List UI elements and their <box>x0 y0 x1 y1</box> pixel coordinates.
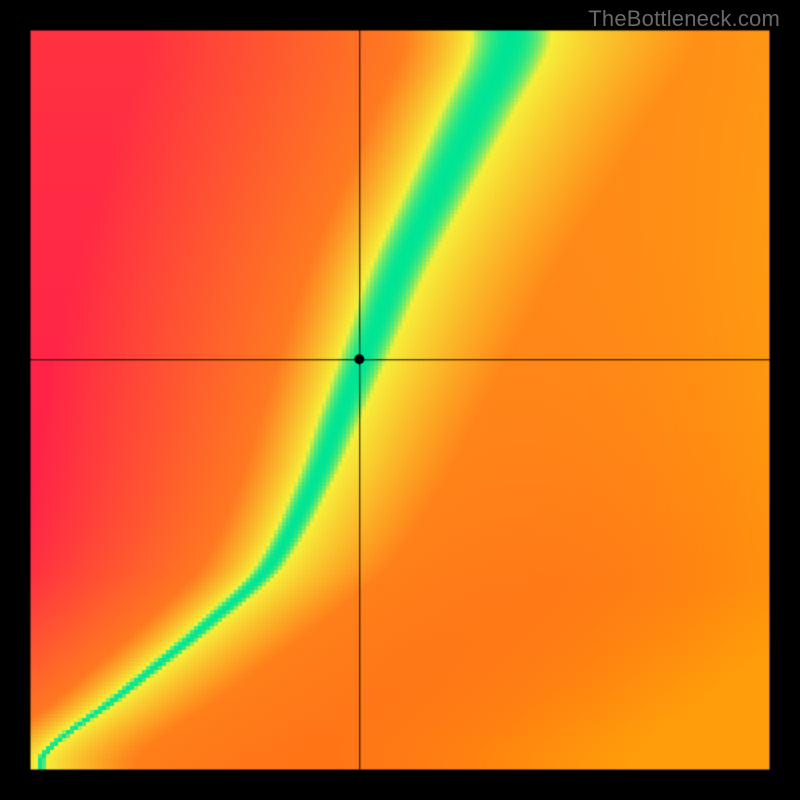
watermark-text: TheBottleneck.com <box>588 6 780 32</box>
bottleneck-heatmap <box>0 0 800 800</box>
chart-container: TheBottleneck.com <box>0 0 800 800</box>
